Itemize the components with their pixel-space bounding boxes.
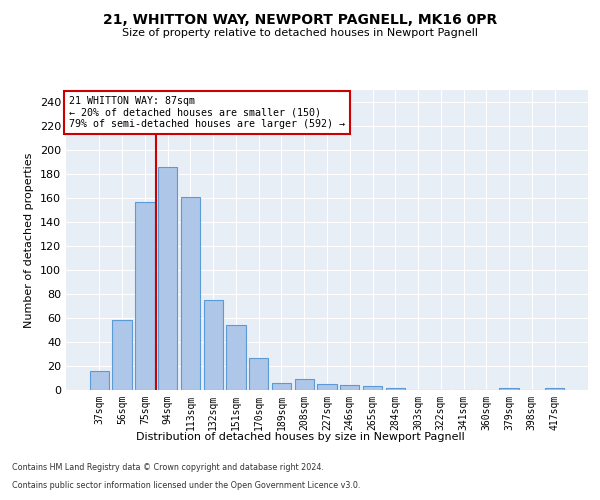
Y-axis label: Number of detached properties: Number of detached properties	[25, 152, 34, 328]
Bar	[545, 388, 564, 390]
Text: Contains public sector information licensed under the Open Government Licence v3: Contains public sector information licen…	[12, 481, 361, 490]
Bar	[181, 197, 200, 390]
Bar	[272, 383, 291, 390]
Bar	[249, 358, 268, 390]
Text: Size of property relative to detached houses in Newport Pagnell: Size of property relative to detached ho…	[122, 28, 478, 38]
Bar	[226, 325, 245, 390]
Text: 21 WHITTON WAY: 87sqm
← 20% of detached houses are smaller (150)
79% of semi-det: 21 WHITTON WAY: 87sqm ← 20% of detached …	[68, 96, 344, 129]
Bar	[499, 388, 519, 390]
Bar	[203, 300, 223, 390]
Bar	[112, 320, 132, 390]
Bar	[317, 384, 337, 390]
Bar	[158, 167, 178, 390]
Bar	[386, 388, 405, 390]
Text: 21, WHITTON WAY, NEWPORT PAGNELL, MK16 0PR: 21, WHITTON WAY, NEWPORT PAGNELL, MK16 0…	[103, 12, 497, 26]
Text: Contains HM Land Registry data © Crown copyright and database right 2024.: Contains HM Land Registry data © Crown c…	[12, 464, 324, 472]
Text: Distribution of detached houses by size in Newport Pagnell: Distribution of detached houses by size …	[136, 432, 464, 442]
Bar	[340, 385, 359, 390]
Bar	[295, 379, 314, 390]
Bar	[135, 202, 155, 390]
Bar	[363, 386, 382, 390]
Bar	[90, 371, 109, 390]
